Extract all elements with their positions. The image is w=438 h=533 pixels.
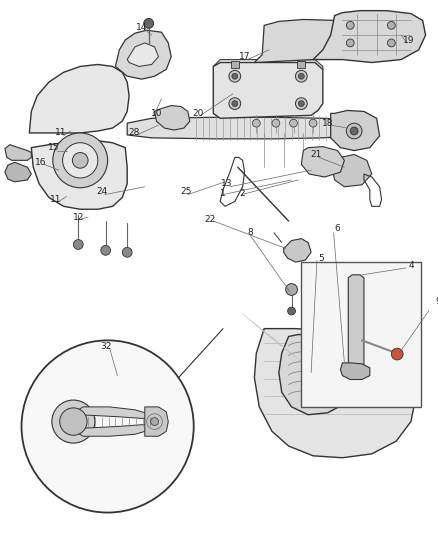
Text: 15: 15 <box>48 143 60 152</box>
Circle shape <box>288 307 296 315</box>
Circle shape <box>350 127 358 135</box>
Bar <box>297 61 305 68</box>
Circle shape <box>296 70 307 82</box>
Circle shape <box>391 348 403 360</box>
Polygon shape <box>313 11 426 62</box>
Text: 21: 21 <box>310 150 321 159</box>
Bar <box>231 61 239 68</box>
Circle shape <box>309 119 317 127</box>
Polygon shape <box>145 407 168 436</box>
Circle shape <box>101 246 110 255</box>
Text: 20: 20 <box>192 109 203 118</box>
Circle shape <box>388 39 395 47</box>
Circle shape <box>21 341 194 513</box>
Circle shape <box>52 400 95 443</box>
Circle shape <box>286 284 297 295</box>
Polygon shape <box>332 155 372 187</box>
Circle shape <box>296 98 307 109</box>
Polygon shape <box>332 358 354 391</box>
Text: 25: 25 <box>180 187 191 196</box>
Circle shape <box>63 143 98 178</box>
Circle shape <box>346 123 362 139</box>
Circle shape <box>290 119 297 127</box>
Polygon shape <box>348 275 364 373</box>
Polygon shape <box>213 60 323 69</box>
Text: 8: 8 <box>247 228 253 237</box>
Bar <box>301 262 420 407</box>
Circle shape <box>72 152 88 168</box>
Circle shape <box>232 101 238 107</box>
Polygon shape <box>78 407 159 436</box>
Circle shape <box>144 19 154 28</box>
Text: 13: 13 <box>221 179 233 188</box>
Circle shape <box>252 119 260 127</box>
Circle shape <box>229 98 240 109</box>
Text: 1: 1 <box>220 189 226 198</box>
Circle shape <box>298 73 304 79</box>
Circle shape <box>346 39 354 47</box>
Text: 5: 5 <box>318 254 324 263</box>
Polygon shape <box>116 30 171 79</box>
Polygon shape <box>5 163 31 182</box>
Circle shape <box>60 408 87 435</box>
Polygon shape <box>301 147 344 177</box>
Polygon shape <box>254 329 416 458</box>
Text: 9: 9 <box>435 297 438 306</box>
Circle shape <box>346 21 354 29</box>
Polygon shape <box>284 239 311 262</box>
Polygon shape <box>29 64 129 133</box>
Text: 14: 14 <box>136 23 148 32</box>
Text: 16: 16 <box>35 158 47 167</box>
Text: 22: 22 <box>205 215 216 223</box>
Polygon shape <box>155 106 190 130</box>
Text: 18: 18 <box>322 119 333 128</box>
Text: 4: 4 <box>408 261 414 270</box>
Polygon shape <box>279 335 350 415</box>
Text: 17: 17 <box>239 52 251 61</box>
Polygon shape <box>213 62 323 118</box>
Circle shape <box>53 133 108 188</box>
Text: 2: 2 <box>240 189 245 198</box>
Text: 11: 11 <box>55 128 67 138</box>
Circle shape <box>151 418 159 425</box>
Polygon shape <box>331 110 380 150</box>
Circle shape <box>229 70 240 82</box>
Text: 6: 6 <box>335 224 340 233</box>
Text: 24: 24 <box>96 187 107 196</box>
Text: 11: 11 <box>50 195 61 204</box>
Polygon shape <box>127 117 357 139</box>
Circle shape <box>272 119 280 127</box>
Text: 12: 12 <box>73 213 84 222</box>
Polygon shape <box>127 43 159 67</box>
Polygon shape <box>340 363 370 379</box>
Circle shape <box>298 101 304 107</box>
Text: 32: 32 <box>100 342 111 351</box>
Circle shape <box>122 247 132 257</box>
Polygon shape <box>31 141 127 209</box>
Polygon shape <box>254 20 360 62</box>
Circle shape <box>74 240 83 249</box>
Polygon shape <box>5 144 31 160</box>
Text: 10: 10 <box>151 109 162 118</box>
Circle shape <box>388 21 395 29</box>
Text: 19: 19 <box>403 36 415 45</box>
Circle shape <box>232 73 238 79</box>
Text: 28: 28 <box>128 128 140 138</box>
